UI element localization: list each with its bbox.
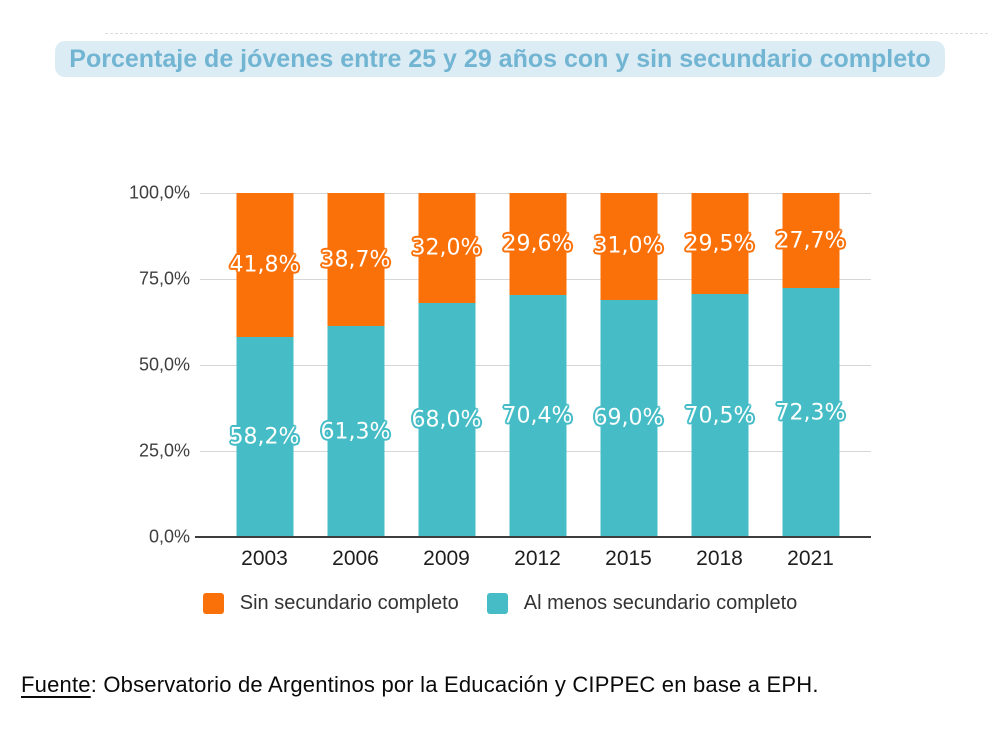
x-tick-label-2012: 2012	[514, 547, 561, 570]
bar-2015: 31,0% 69,0%	[594, 193, 663, 537]
x-axis-line	[195, 536, 871, 538]
slide-guide-line	[105, 33, 988, 34]
bar-segment-al-menos-secundario-2012	[509, 294, 566, 537]
bar-segment-sin-secundario-2003	[236, 193, 293, 337]
x-tick-label-2018: 2018	[696, 547, 743, 570]
legend-swatch	[202, 593, 224, 614]
bar-slot-2021: 27,7% 72,3%	[765, 193, 856, 537]
bar-slot-2006: 38,7% 61,3%	[310, 193, 401, 537]
x-axis-labels: 2003 2006 2009 2012 2015 2018 2021	[219, 547, 856, 571]
source-label: Fuente	[21, 672, 91, 697]
x-tick-label-2015: 2015	[605, 547, 652, 570]
y-tick-label-75: 75,0%	[138, 268, 190, 289]
source-text: : Observatorio de Argentinos por la Educ…	[90, 672, 819, 697]
legend-label: Al menos secundario completo	[523, 592, 798, 614]
page-title: Porcentaje de jóvenes entre 25 y 29 años…	[35, 40, 965, 78]
bar-segment-al-menos-secundario-2006	[327, 326, 384, 537]
bar-slot-2018: 29,5% 70,5%	[674, 193, 765, 537]
data-label-sin-secundario-2012: 29,6%	[502, 231, 573, 257]
bar-segment-sin-secundario-2009	[418, 193, 475, 304]
data-label-al-menos-secundario-2009: 68,0%	[411, 407, 482, 433]
bar-segment-al-menos-secundario-2015	[600, 299, 657, 537]
data-label-al-menos-secundario-2015: 69,0%	[593, 405, 664, 431]
bar-segment-sin-secundario-2021	[782, 193, 839, 289]
data-label-sin-secundario-2018: 29,5%	[684, 231, 755, 257]
bar-2012: 29,6% 70,4%	[503, 193, 572, 537]
plot-area: 100,0% 75,0% 50,0% 25,0% 0,0% 41,8% 58,2% 38,7…	[129, 183, 871, 547]
bar-slot-2003: 41,8% 58,2%	[219, 193, 310, 537]
bar-2006: 38,7% 61,3%	[321, 193, 390, 537]
bar-segment-sin-secundario-2012	[509, 193, 566, 295]
legend-item-sin-secundario: Sin secundario completo	[202, 592, 459, 615]
data-label-al-menos-secundario-2006: 61,3%	[320, 419, 391, 445]
bar-segment-al-menos-secundario-2003	[236, 336, 293, 537]
x-tick-label-2003: 2003	[241, 547, 288, 570]
bar-2021: 27,7% 72,3%	[776, 193, 845, 537]
y-tick-label-100: 100,0%	[128, 182, 190, 203]
data-label-sin-secundario-2003: 41,8%	[229, 252, 300, 278]
bar-segment-sin-secundario-2015	[600, 193, 657, 300]
data-label-sin-secundario-2009: 32,0%	[411, 235, 482, 261]
data-label-sin-secundario-2015: 31,0%	[593, 233, 664, 259]
bar-segment-sin-secundario-2006	[327, 193, 384, 327]
data-label-al-menos-secundario-2003: 58,2%	[229, 424, 300, 450]
data-label-al-menos-secundario-2012: 70,4%	[502, 403, 573, 429]
bar-slot-2009: 32,0% 68,0%	[401, 193, 492, 537]
legend-item-al-menos-secundario: Al menos secundario completo	[486, 592, 798, 615]
source-note: Fuente: Observatorio de Argentinos por l…	[21, 672, 819, 698]
data-label-sin-secundario-2006: 38,7%	[320, 247, 391, 273]
bar-slot-2015: 31,0% 69,0%	[583, 193, 674, 537]
bar-2003: 41,8% 58,2%	[230, 193, 299, 537]
data-label-sin-secundario-2021: 27,7%	[775, 228, 846, 254]
y-tick-label-50: 50,0%	[138, 354, 190, 375]
data-label-al-menos-secundario-2018: 70,5%	[684, 403, 755, 429]
x-tick-label-2009: 2009	[423, 547, 470, 570]
x-tick-label-2021: 2021	[787, 547, 834, 570]
page-title-highlight: Porcentaje de jóvenes entre 25 y 29 años…	[55, 41, 945, 77]
legend-label: Sin secundario completo	[239, 592, 459, 614]
bar-2018: 29,5% 70,5%	[685, 193, 754, 537]
x-tick-label-2006: 2006	[332, 547, 379, 570]
y-tick-label-0: 0,0%	[148, 526, 190, 547]
bar-segment-al-menos-secundario-2018	[691, 294, 748, 537]
bars-row: 41,8% 58,2% 38,7% 61,3% 32,0% 68,0% 29,6% 70,4%…	[219, 193, 856, 537]
bar-segment-al-menos-secundario-2021	[782, 288, 839, 537]
y-tick-label-25: 25,0%	[138, 440, 190, 461]
bar-slot-2012: 29,6% 70,4%	[492, 193, 583, 537]
legend-swatch	[486, 593, 508, 614]
bar-segment-sin-secundario-2018	[691, 193, 748, 295]
bar-2009: 32,0% 68,0%	[412, 193, 481, 537]
legend: Sin secundario completo Al menos secundar…	[0, 592, 1000, 615]
bar-segment-al-menos-secundario-2009	[418, 303, 475, 537]
data-label-al-menos-secundario-2021: 72,3%	[775, 400, 846, 426]
